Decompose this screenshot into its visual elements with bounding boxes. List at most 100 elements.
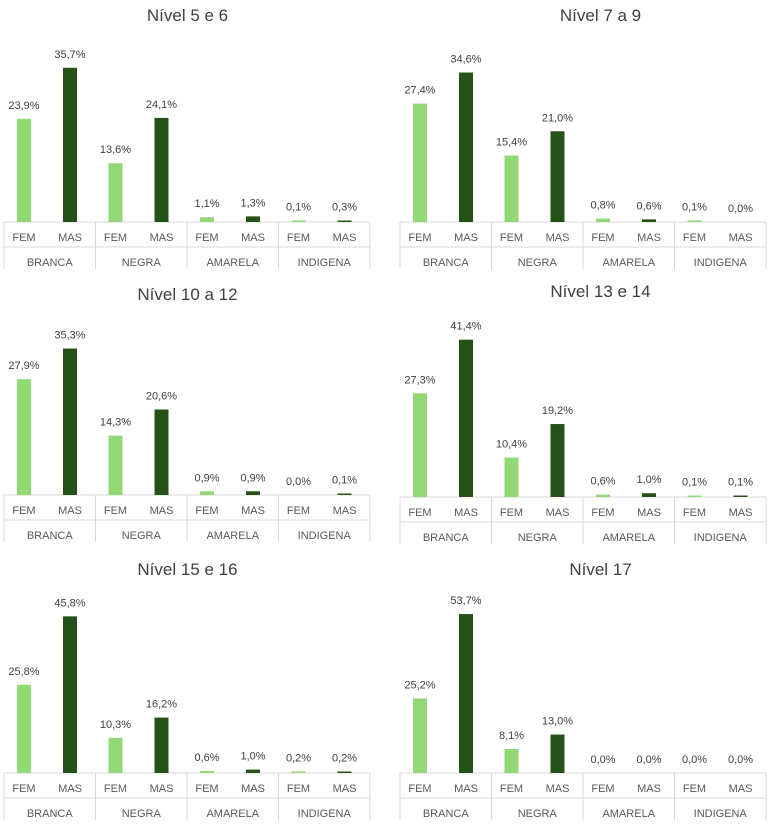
group-label: INDIGENA bbox=[694, 257, 748, 269]
group-label: BRANCA bbox=[27, 808, 74, 820]
data-label: 0,2% bbox=[332, 753, 357, 765]
chart-svg: Nível 17 BRANCA 25,2% FEM 53,7% MAS NEGRA 8,1% F… bbox=[399, 560, 767, 820]
group-label: NEGRA bbox=[122, 257, 162, 269]
group-label: INDIGENA bbox=[694, 532, 748, 544]
chart-svg: Nível 7 a 9 BRANCA 27,4% FEM 34,6% MAS NEGRA 15… bbox=[399, 6, 767, 269]
group-label: INDIGENA bbox=[298, 530, 352, 542]
bar-branca-mas bbox=[459, 614, 473, 773]
bar-indigena-mas bbox=[733, 495, 748, 497]
data-label: 45,8% bbox=[54, 597, 85, 609]
category-tick-label: FEM bbox=[408, 232, 431, 244]
group-label: AMARELA bbox=[206, 808, 259, 820]
category-tick-label: FEM bbox=[12, 505, 35, 517]
group-label: NEGRA bbox=[122, 530, 162, 542]
bar-indigena-mas bbox=[337, 493, 352, 495]
chart-svg: Nível 13 e 14 BRANCA 27,3% FEM 41,4% MAS NEGRA… bbox=[399, 282, 767, 544]
data-label: 14,3% bbox=[100, 417, 131, 429]
data-label: 0,1% bbox=[332, 475, 357, 487]
chart-panel-6: Nível 17 BRANCA 25,2% FEM 53,7% MAS NEGRA 8,1% F… bbox=[396, 552, 769, 828]
data-label: 20,6% bbox=[146, 391, 177, 403]
category-tick-label: FEM bbox=[500, 507, 523, 519]
category-tick-label: MAS bbox=[241, 783, 265, 795]
bar-branca-mas bbox=[63, 348, 77, 495]
bar-branca-fem bbox=[413, 103, 427, 222]
category-tick-label: FEM bbox=[500, 783, 523, 795]
bar-negra-fem bbox=[108, 435, 123, 495]
data-label: 15,4% bbox=[496, 136, 527, 148]
category-tick-label: FEM bbox=[195, 783, 218, 795]
category-tick-label: MAS bbox=[637, 783, 661, 795]
chart-title: Nível 5 e 6 bbox=[147, 6, 228, 25]
bar-branca-mas bbox=[459, 339, 473, 497]
chart-panel-4: Nível 13 e 14 BRANCA 27,3% FEM 41,4% MAS NEGRA… bbox=[396, 276, 769, 552]
bar-branca-mas bbox=[63, 67, 77, 222]
bar-amarela-mas bbox=[246, 216, 260, 222]
data-label: 35,3% bbox=[54, 330, 85, 342]
category-tick-label: MAS bbox=[454, 783, 478, 795]
category-tick-label: MAS bbox=[546, 507, 570, 519]
category-tick-label: MAS bbox=[150, 232, 174, 244]
bar-indigena-mas bbox=[337, 771, 352, 773]
data-label: 25,2% bbox=[404, 679, 435, 691]
bar-amarela-mas bbox=[246, 769, 260, 773]
bar-amarela-mas bbox=[642, 219, 656, 222]
bar-amarela-mas bbox=[246, 491, 260, 495]
data-label: 0,0% bbox=[728, 203, 753, 215]
data-label: 1,1% bbox=[194, 198, 219, 210]
category-tick-label: MAS bbox=[546, 232, 570, 244]
category-tick-label: FEM bbox=[104, 232, 127, 244]
chart-panel-3: Nível 10 a 12 BRANCA 27,9% FEM 35,3% MAS NEGRA… bbox=[0, 276, 385, 552]
category-tick-label: FEM bbox=[287, 232, 310, 244]
data-label: 8,1% bbox=[499, 730, 524, 742]
chart-title: Nível 10 a 12 bbox=[137, 285, 237, 304]
chart-title: Nível 7 a 9 bbox=[560, 6, 641, 25]
data-label: 0,1% bbox=[682, 202, 707, 214]
data-label: 0,1% bbox=[728, 477, 753, 489]
category-tick-label: MAS bbox=[58, 783, 82, 795]
data-label: 1,3% bbox=[240, 197, 265, 209]
category-tick-label: FEM bbox=[500, 232, 523, 244]
bar-branca-fem bbox=[17, 684, 31, 773]
category-tick-label: MAS bbox=[454, 507, 478, 519]
data-label: 0,0% bbox=[728, 754, 753, 766]
category-tick-label: FEM bbox=[591, 783, 614, 795]
chart-title: Nível 15 e 16 bbox=[137, 560, 237, 579]
category-tick-label: MAS bbox=[150, 783, 174, 795]
data-label: 0,8% bbox=[590, 200, 615, 212]
chart-svg: Nível 5 e 6 BRANCA 23,9% FEM 35,7% MAS NEGRA 13… bbox=[3, 6, 371, 269]
data-label: 0,0% bbox=[590, 754, 615, 766]
group-label: BRANCA bbox=[423, 532, 470, 544]
category-tick-label: MAS bbox=[637, 507, 661, 519]
bar-negra-fem bbox=[108, 163, 123, 222]
group-label: NEGRA bbox=[518, 808, 558, 820]
category-tick-label: MAS bbox=[729, 507, 753, 519]
group-label: AMARELA bbox=[602, 257, 655, 269]
group-label: INDIGENA bbox=[298, 257, 352, 269]
chart-title: Nível 17 bbox=[569, 560, 631, 579]
data-label: 27,4% bbox=[404, 85, 435, 97]
group-label: NEGRA bbox=[518, 257, 558, 269]
bar-amarela-fem bbox=[596, 494, 610, 497]
data-label: 0,0% bbox=[636, 754, 661, 766]
category-tick-label: MAS bbox=[58, 232, 82, 244]
data-label: 0,9% bbox=[240, 472, 265, 484]
data-label: 0,3% bbox=[332, 202, 357, 214]
data-label: 0,9% bbox=[194, 472, 219, 484]
data-label: 0,2% bbox=[286, 753, 311, 765]
category-tick-label: FEM bbox=[12, 232, 35, 244]
bar-negra-fem bbox=[504, 155, 519, 222]
category-tick-label: FEM bbox=[408, 783, 431, 795]
category-tick-label: MAS bbox=[454, 232, 478, 244]
bar-negra-fem bbox=[108, 737, 123, 773]
bar-negra-mas bbox=[154, 409, 169, 495]
category-tick-label: FEM bbox=[12, 783, 35, 795]
data-label: 10,4% bbox=[496, 438, 527, 450]
data-label: 21,0% bbox=[542, 112, 573, 124]
data-label: 0,0% bbox=[682, 754, 707, 766]
category-tick-label: MAS bbox=[333, 505, 357, 517]
chart-svg: Nível 10 a 12 BRANCA 27,9% FEM 35,3% MAS NEGRA… bbox=[3, 285, 371, 542]
chart-panel-5: Nível 15 e 16 BRANCA 25,8% FEM 45,8% MAS NEGRA… bbox=[0, 552, 385, 828]
bar-branca-fem bbox=[17, 118, 31, 222]
data-label: 10,3% bbox=[100, 719, 131, 731]
category-tick-label: FEM bbox=[104, 783, 127, 795]
